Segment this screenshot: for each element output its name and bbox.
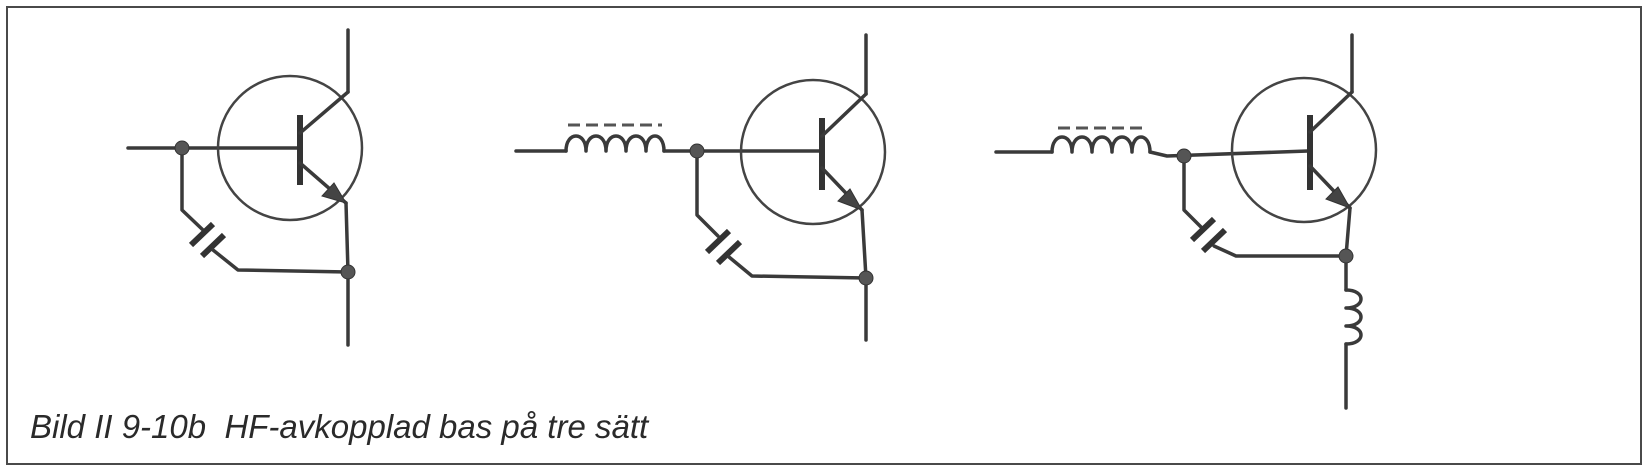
circuit-2 (514, 33, 887, 342)
capacitor-plate-a (188, 221, 216, 248)
capacitor-plate-a (1189, 216, 1217, 243)
collector-lead (820, 92, 868, 138)
base-wire (1148, 149, 1310, 158)
cap-wire-top (1182, 154, 1204, 230)
figure-frame (6, 6, 1642, 465)
emitter-arrow-icon (837, 188, 864, 211)
emitter-wire (1344, 206, 1352, 258)
transistor-envelope (216, 74, 364, 222)
emitter-wire (860, 208, 868, 280)
capacitor-plate-a (704, 228, 732, 255)
collector-lead (1308, 90, 1354, 134)
emitter-arrow-icon (1325, 186, 1352, 209)
capacitor-plate-b (1200, 227, 1228, 254)
transistor-envelope (1230, 76, 1378, 224)
junction-dot (174, 140, 190, 156)
junction-dot (1338, 248, 1354, 264)
cap-wire-bottom (1212, 244, 1348, 258)
emitter-wire (344, 201, 350, 274)
transistor-envelope (739, 78, 887, 226)
inductor-coil (564, 134, 666, 153)
circuit-1 (126, 28, 364, 347)
junction-dot (340, 264, 356, 280)
figure-caption: Bild II 9-10b HF-avkopplad bas på tre sä… (30, 408, 649, 445)
collector-lead (298, 90, 350, 135)
cap-wire-bottom (211, 248, 350, 274)
junction-dot (689, 143, 705, 159)
cap-wire-top (180, 146, 205, 232)
cap-wire-bottom (727, 255, 868, 280)
junction-dot (858, 270, 874, 286)
inductor-coil (1050, 135, 1152, 154)
capacitor-plate-b (715, 239, 743, 266)
emitter-arrow-icon (321, 182, 348, 204)
emitter-inductor-coil (1344, 288, 1363, 346)
cap-wire-top (695, 149, 720, 238)
capacitor-plate-b (199, 232, 227, 259)
junction-dot (1176, 148, 1192, 164)
circuit-3 (994, 33, 1378, 410)
